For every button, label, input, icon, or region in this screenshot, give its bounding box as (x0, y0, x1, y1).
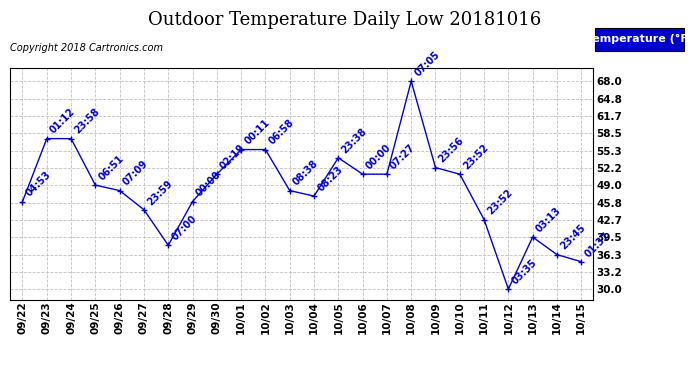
Text: 08:23: 08:23 (315, 164, 344, 193)
Text: 07:27: 07:27 (388, 142, 417, 171)
Text: 07:09: 07:09 (121, 159, 150, 188)
Text: 02:19: 02:19 (218, 142, 247, 171)
Text: 06:51: 06:51 (97, 153, 126, 182)
Text: 23:56: 23:56 (437, 136, 466, 165)
Text: 23:58: 23:58 (72, 107, 101, 136)
Text: 06:58: 06:58 (267, 118, 296, 147)
Text: 00:11: 00:11 (242, 118, 272, 147)
Text: 23:38: 23:38 (339, 126, 368, 155)
Text: 07:00: 07:00 (170, 213, 199, 243)
Text: 03:35: 03:35 (510, 257, 539, 286)
Text: 23:45: 23:45 (558, 223, 587, 252)
Text: Outdoor Temperature Daily Low 20181016: Outdoor Temperature Daily Low 20181016 (148, 11, 542, 29)
Text: 03:13: 03:13 (534, 206, 563, 234)
Text: Copyright 2018 Cartronics.com: Copyright 2018 Cartronics.com (10, 43, 164, 53)
Text: 23:59: 23:59 (146, 178, 175, 207)
Text: Temperature (°F): Temperature (°F) (586, 34, 690, 44)
Text: 23:52: 23:52 (461, 142, 490, 171)
Text: 00:00: 00:00 (194, 170, 223, 199)
Text: 07:05: 07:05 (413, 50, 442, 78)
Text: 01:37: 01:37 (582, 230, 611, 259)
Text: 04:53: 04:53 (24, 170, 53, 199)
Text: 00:00: 00:00 (364, 142, 393, 171)
Text: 01:12: 01:12 (48, 107, 77, 136)
Text: 23:52: 23:52 (486, 188, 515, 217)
Text: 08:38: 08:38 (291, 159, 320, 188)
